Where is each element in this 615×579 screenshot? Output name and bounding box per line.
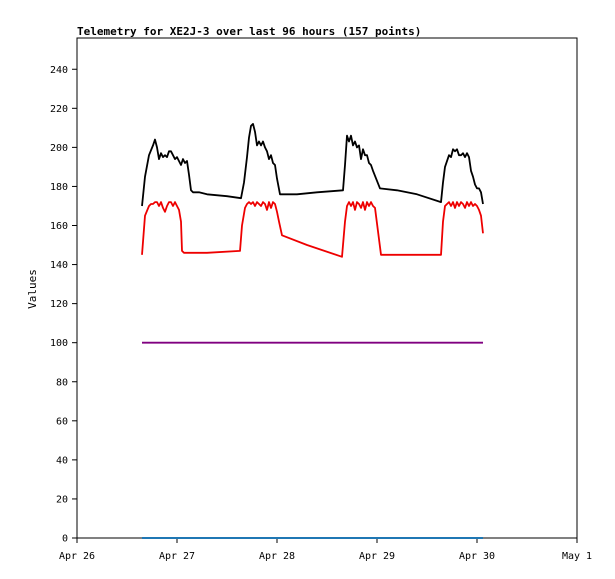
y-tick-label: 40 [56, 455, 68, 466]
y-tick-label: 20 [56, 494, 68, 505]
series-layer [141, 123, 484, 539]
x-tick-label: Apr 27 [159, 551, 195, 562]
x-tick-label: May 1 [562, 551, 592, 562]
x-tick-label: Apr 28 [259, 551, 295, 562]
series-line-2 [141, 201, 484, 258]
y-tick-label: 80 [56, 377, 68, 388]
y-tick-label: 100 [50, 338, 68, 349]
series-line-1 [141, 123, 484, 207]
y-tick-label: 240 [50, 65, 68, 76]
plot-frame [76, 37, 578, 539]
y-axis-label: Values [26, 269, 39, 309]
y-tick-label: 160 [50, 221, 68, 232]
x-tick-label: Apr 26 [59, 551, 95, 562]
chart-title: Telemetry for XE2J-3 over last 96 hours … [77, 25, 421, 38]
y-tick-label: 0 [62, 534, 68, 545]
y-tick-label: 140 [50, 260, 68, 271]
y-tick-label: 60 [56, 416, 68, 427]
x-tick-label: Apr 29 [359, 551, 395, 562]
y-tick-label: 200 [50, 143, 68, 154]
y-tick-label: 120 [50, 299, 68, 310]
y-tick-label: 220 [50, 104, 68, 115]
y-axis-ticks: 0 20 40 60 80 100 120 140 160 180 200 220 240 [50, 65, 77, 545]
y-tick-label: 180 [50, 182, 68, 193]
x-tick-label: Apr 30 [459, 551, 495, 562]
x-axis-ticks: Apr 26 Apr 27 Apr 28 Apr 29 Apr 30 May 1 [59, 538, 592, 562]
